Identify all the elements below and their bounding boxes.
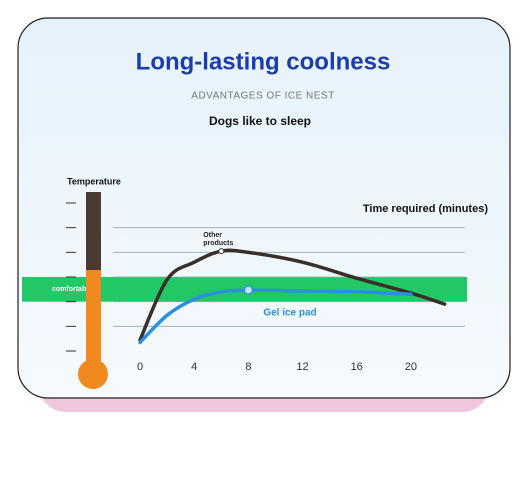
x-tick-label: 4 (191, 361, 197, 373)
band-label: comfortable (52, 286, 92, 293)
x-tick-label: 16 (351, 361, 363, 373)
series-line (138, 288, 413, 345)
subtitle: ADVANTAGES OF ICE NEST (191, 91, 334, 102)
point (218, 248, 225, 255)
point (243, 285, 253, 295)
series-label: Other products (203, 232, 233, 247)
thermo-fill (86, 270, 101, 365)
x-tick-label: 8 (245, 361, 251, 373)
title: Long-lasting coolness (136, 48, 391, 75)
card (17, 17, 511, 399)
thermo-bulb (78, 359, 108, 389)
x-tick-label: 0 (137, 361, 143, 373)
thermometer (78, 192, 108, 389)
y-axis-label: Temperature (67, 176, 121, 186)
x-tick-label: 20 (405, 361, 417, 373)
series-line (138, 248, 447, 342)
x-axis-label: Time required (minutes) (363, 203, 488, 215)
x-tick-label: 12 (296, 361, 308, 373)
series-label: Gel ice pad (263, 308, 316, 319)
thermo-top (86, 192, 101, 278)
caption: Dogs like to sleep (209, 114, 311, 128)
